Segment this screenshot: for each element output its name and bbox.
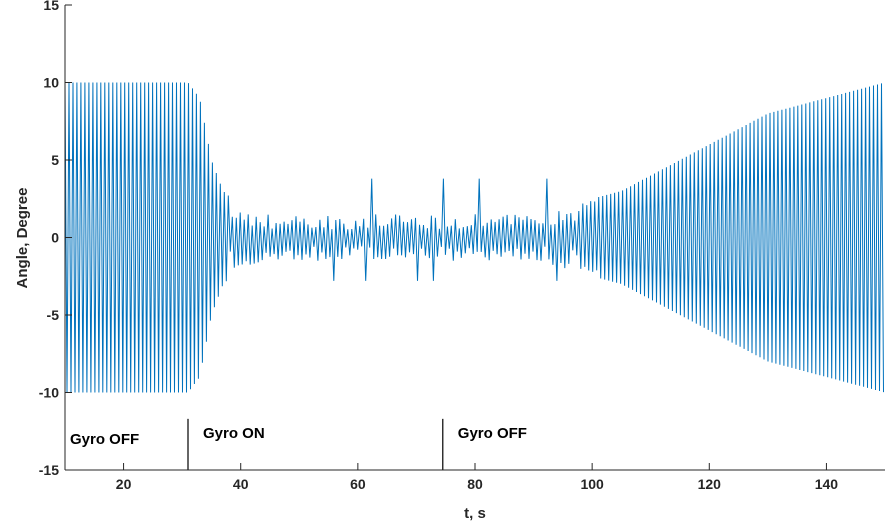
series-line <box>64 82 884 393</box>
y-tick-label: 10 <box>43 75 59 91</box>
axes-layer: 20 40 60 80 100 120 140 15 10 5 0 -5 -10 -15 <box>39 0 885 492</box>
x-tick-label: 60 <box>350 476 366 492</box>
y-tick-label: -15 <box>39 462 59 478</box>
x-tick-label: 40 <box>233 476 249 492</box>
x-axis-label: t, s <box>464 505 486 522</box>
y-axis-label: Angle, Degree <box>14 188 31 289</box>
y-tick-label: 5 <box>51 152 59 168</box>
y-tick-label: -10 <box>39 385 59 401</box>
events-layer: Gyro ON Gyro OFF Gyro OFF <box>70 418 527 470</box>
y-tick-label: -5 <box>47 307 60 323</box>
event-label: Gyro ON <box>203 425 265 442</box>
x-tick-label: 120 <box>698 476 722 492</box>
x-tick-label: 100 <box>580 476 604 492</box>
series-layer <box>64 82 884 393</box>
y-tick-label: 15 <box>43 0 59 13</box>
y-tick-label: 0 <box>51 230 59 246</box>
x-tick-label: 20 <box>116 476 132 492</box>
annotation-label: Gyro OFF <box>70 431 139 448</box>
x-tick-label: 80 <box>467 476 483 492</box>
x-tick-label: 140 <box>815 476 839 492</box>
event-label: Gyro OFF <box>458 425 527 442</box>
